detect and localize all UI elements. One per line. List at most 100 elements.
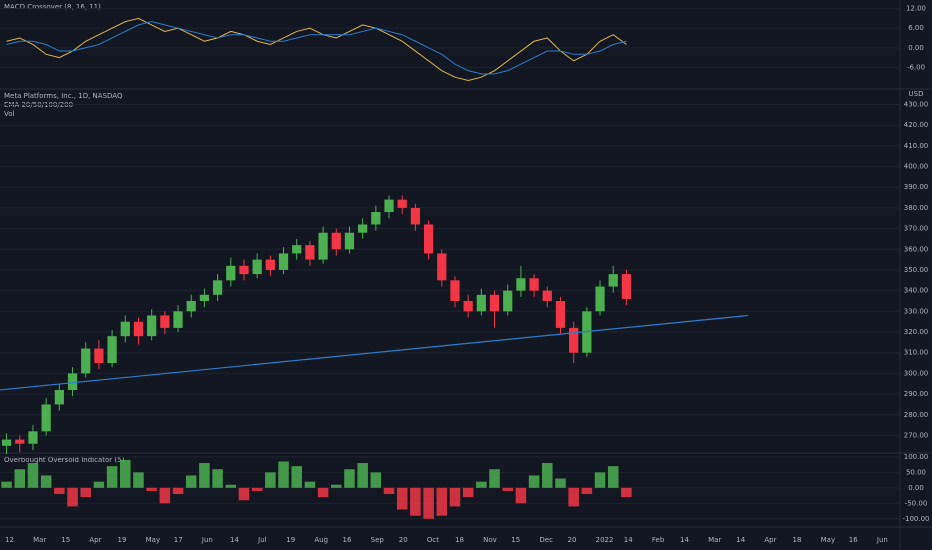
histogram-bar bbox=[238, 487, 250, 501]
histogram-bar bbox=[265, 472, 276, 488]
candle-body bbox=[226, 265, 236, 281]
y-tick-label: 410.00 bbox=[904, 142, 929, 150]
x-tick-label: 20 bbox=[568, 536, 577, 544]
x-tick-label: 15 bbox=[511, 536, 520, 544]
y-tick-label: -6.00 bbox=[907, 63, 925, 71]
histogram-bar bbox=[436, 487, 448, 516]
candle-body bbox=[569, 327, 579, 353]
y-tick-label: -100.00 bbox=[902, 515, 929, 523]
x-tick-label: 16 bbox=[343, 536, 352, 544]
x-tick-label: 14 bbox=[736, 536, 745, 544]
histogram-bar bbox=[423, 487, 434, 519]
y-tick-label: 50.00 bbox=[906, 468, 926, 476]
volume-label: Vol bbox=[4, 110, 15, 118]
x-tick-label: 19 bbox=[118, 536, 127, 544]
histogram-bar bbox=[93, 481, 105, 488]
x-tick-label: Mar bbox=[708, 536, 721, 544]
candle-body bbox=[503, 290, 513, 312]
y-tick-label: 420.00 bbox=[904, 121, 929, 129]
y-tick-label: 100.00 bbox=[904, 453, 929, 461]
candle-body bbox=[384, 199, 394, 213]
y-tick-label: 270.00 bbox=[904, 431, 929, 439]
pane-title: Overbought Oversold Indicator (5) bbox=[4, 456, 125, 464]
y-tick-label: 350.00 bbox=[904, 266, 929, 274]
histogram-bar bbox=[120, 459, 131, 488]
candle-body bbox=[371, 212, 381, 225]
histogram-bar bbox=[581, 487, 593, 495]
histogram-bar bbox=[331, 484, 342, 488]
candle-body bbox=[278, 253, 289, 270]
histogram-bar bbox=[621, 487, 632, 498]
y-tick-label: 430.00 bbox=[904, 100, 929, 108]
x-tick-label: 14 bbox=[680, 536, 689, 544]
candle-body bbox=[133, 321, 144, 337]
candle-body bbox=[305, 245, 315, 260]
histogram-bar bbox=[291, 466, 302, 488]
histogram-bar bbox=[27, 463, 39, 488]
y-tick-label: 280.00 bbox=[904, 411, 929, 419]
candle-body bbox=[410, 207, 421, 225]
histogram-bar bbox=[172, 487, 184, 495]
histogram-bar bbox=[212, 469, 223, 488]
candle-body bbox=[1, 439, 12, 446]
pane-title: Meta Platforms, Inc., 1D, NASDAQ bbox=[4, 92, 123, 100]
histogram-bar bbox=[515, 487, 527, 504]
candle-body bbox=[120, 321, 130, 337]
histogram-bar bbox=[40, 475, 52, 488]
candle-body bbox=[292, 245, 302, 254]
currency-label: USD bbox=[909, 90, 924, 98]
candle-body bbox=[252, 259, 262, 275]
indicator-line bbox=[6, 21, 627, 75]
histogram-bar bbox=[159, 487, 171, 504]
candle-body bbox=[107, 336, 117, 364]
histogram-bar bbox=[185, 475, 197, 488]
candle-body bbox=[450, 280, 460, 301]
trendline bbox=[0, 314, 749, 391]
candle-body bbox=[397, 199, 407, 208]
histogram-bar bbox=[462, 487, 474, 498]
candle-body bbox=[318, 232, 328, 260]
candle-body bbox=[476, 294, 486, 312]
x-tick-label: 16 bbox=[849, 536, 858, 544]
candle-body bbox=[81, 348, 91, 374]
histogram-bar bbox=[568, 487, 579, 507]
pane-subtitle: EMA 20/50/100/200 bbox=[4, 101, 73, 109]
candle-body bbox=[15, 439, 25, 444]
candle-body bbox=[186, 300, 196, 312]
candle-body bbox=[423, 224, 434, 254]
histogram-bar bbox=[502, 487, 513, 491]
y-tick-label: 370.00 bbox=[904, 225, 929, 233]
x-tick-label: 12 bbox=[5, 536, 14, 544]
histogram-bar bbox=[396, 487, 408, 510]
histogram-bar bbox=[528, 475, 540, 488]
histogram-bar bbox=[555, 478, 566, 488]
histogram-bar bbox=[1, 481, 12, 488]
candle-body bbox=[199, 294, 210, 301]
candle-body bbox=[94, 348, 104, 364]
x-tick-label: 14 bbox=[230, 536, 239, 544]
y-tick-label: 0.00 bbox=[908, 484, 924, 492]
candle-body bbox=[239, 265, 249, 275]
candle-body bbox=[621, 274, 632, 299]
histogram-bar bbox=[357, 463, 368, 488]
x-tick-label: Nov bbox=[483, 536, 497, 544]
histogram-bar bbox=[80, 487, 91, 498]
histogram-bar bbox=[278, 461, 289, 488]
histogram-bar bbox=[476, 481, 487, 488]
candle-body bbox=[212, 280, 223, 295]
y-tick-label: 6.00 bbox=[908, 24, 924, 32]
candle-body bbox=[344, 232, 355, 250]
indicator-line bbox=[6, 17, 627, 81]
histogram-bar bbox=[14, 469, 26, 488]
histogram-bar bbox=[383, 487, 395, 495]
x-tick-label: Sep bbox=[371, 536, 385, 544]
histogram-bar bbox=[199, 463, 210, 488]
candle-body bbox=[463, 300, 473, 312]
histogram-bar bbox=[304, 481, 316, 488]
candle-body bbox=[608, 274, 618, 287]
candle-body bbox=[489, 294, 500, 312]
histogram-bar bbox=[370, 472, 382, 488]
histogram-bar bbox=[251, 487, 263, 491]
candle-body bbox=[41, 404, 51, 432]
